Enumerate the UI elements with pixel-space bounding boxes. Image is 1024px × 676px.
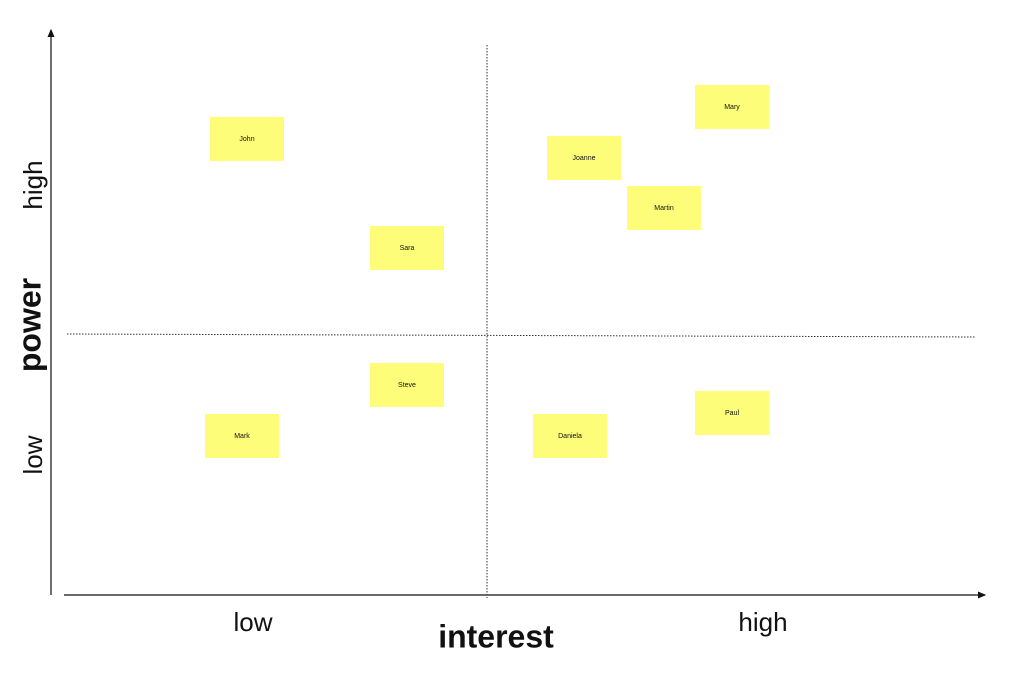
sticky-note: Mary (695, 85, 769, 129)
note-background (370, 363, 444, 407)
note-label: Joanne (573, 155, 596, 162)
sticky-note: Mark (205, 414, 279, 458)
x-high-label: high (738, 607, 787, 637)
note-background (210, 117, 284, 161)
note-label: Paul (725, 410, 739, 417)
sticky-note: Daniela (533, 414, 607, 458)
sticky-note: Joanne (547, 136, 621, 180)
x-low-label: low (233, 607, 272, 637)
x-axis-title: interest (438, 618, 554, 654)
y-low-label: low (18, 435, 48, 474)
sticky-note: Paul (695, 391, 769, 435)
note-background (205, 414, 279, 458)
y-axis-title: power (11, 278, 47, 372)
note-label: Mary (724, 104, 740, 111)
note-label: Daniela (558, 433, 582, 440)
note-background (695, 391, 769, 435)
sticky-note: Martin (627, 186, 701, 230)
notes: John Sara Joanne Mary Martin Steve Mark Daniela… (205, 85, 769, 458)
sticky-note: Steve (370, 363, 444, 407)
horizontal-divider (66, 333, 977, 338)
note-label: John (239, 136, 254, 143)
note-label: Sara (400, 245, 415, 252)
note-background (370, 226, 444, 270)
note-label: Steve (398, 382, 416, 389)
note-label: Mark (234, 433, 250, 440)
note-background (547, 136, 621, 180)
sticky-note: Sara (370, 226, 444, 270)
note-label: Martin (654, 205, 674, 212)
y-high-label: high (18, 160, 48, 209)
sticky-note: John (210, 117, 284, 161)
note-background (627, 186, 701, 230)
note-background (533, 414, 607, 458)
note-background (695, 85, 769, 129)
